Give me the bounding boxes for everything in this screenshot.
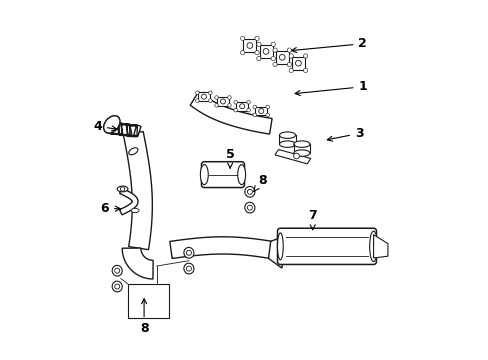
Circle shape	[186, 250, 191, 255]
Text: 6: 6	[100, 202, 120, 215]
Circle shape	[246, 100, 250, 104]
Ellipse shape	[279, 141, 295, 147]
Circle shape	[288, 68, 293, 72]
Circle shape	[115, 284, 120, 289]
Ellipse shape	[369, 231, 377, 262]
Circle shape	[195, 99, 199, 102]
Ellipse shape	[200, 165, 208, 185]
Circle shape	[254, 50, 259, 55]
Circle shape	[256, 42, 261, 46]
FancyBboxPatch shape	[255, 107, 267, 115]
Ellipse shape	[128, 148, 138, 155]
Circle shape	[286, 62, 291, 67]
Polygon shape	[268, 235, 285, 268]
Circle shape	[233, 100, 237, 104]
Circle shape	[270, 57, 275, 61]
Ellipse shape	[103, 116, 120, 133]
Ellipse shape	[293, 141, 309, 147]
Ellipse shape	[183, 263, 194, 274]
FancyBboxPatch shape	[243, 39, 256, 52]
Ellipse shape	[293, 150, 309, 156]
Circle shape	[195, 91, 199, 95]
Circle shape	[220, 99, 225, 104]
Ellipse shape	[131, 208, 139, 213]
Circle shape	[201, 94, 206, 99]
Circle shape	[270, 42, 275, 46]
Circle shape	[208, 91, 212, 95]
Circle shape	[247, 205, 252, 210]
Text: 3: 3	[326, 127, 363, 141]
Circle shape	[240, 36, 244, 41]
Polygon shape	[123, 131, 152, 250]
Polygon shape	[169, 237, 283, 260]
FancyBboxPatch shape	[259, 45, 272, 58]
Circle shape	[120, 187, 124, 191]
Circle shape	[286, 48, 291, 52]
FancyBboxPatch shape	[197, 93, 209, 101]
Circle shape	[252, 113, 256, 117]
Ellipse shape	[183, 247, 194, 258]
Ellipse shape	[279, 132, 295, 138]
Polygon shape	[190, 92, 271, 134]
Circle shape	[263, 49, 268, 54]
Circle shape	[214, 96, 218, 99]
Text: 8: 8	[253, 174, 266, 192]
FancyBboxPatch shape	[201, 162, 244, 188]
Circle shape	[293, 153, 299, 159]
Circle shape	[303, 68, 307, 72]
Circle shape	[115, 268, 120, 273]
Polygon shape	[122, 248, 153, 279]
Text: 4: 4	[93, 120, 117, 133]
Ellipse shape	[117, 186, 128, 192]
Circle shape	[208, 99, 212, 102]
Circle shape	[265, 113, 269, 117]
Text: 7: 7	[307, 210, 316, 230]
Ellipse shape	[112, 265, 122, 276]
FancyBboxPatch shape	[277, 228, 376, 265]
Circle shape	[240, 50, 244, 55]
Circle shape	[254, 36, 259, 41]
Circle shape	[227, 96, 231, 99]
Circle shape	[227, 104, 231, 107]
Circle shape	[246, 42, 252, 48]
FancyBboxPatch shape	[291, 57, 304, 69]
Circle shape	[272, 62, 277, 67]
Circle shape	[247, 189, 252, 194]
Text: 2: 2	[291, 37, 366, 53]
Polygon shape	[119, 188, 138, 215]
Circle shape	[239, 104, 244, 109]
FancyBboxPatch shape	[236, 102, 248, 111]
FancyBboxPatch shape	[275, 51, 288, 64]
Circle shape	[265, 105, 269, 109]
Ellipse shape	[244, 202, 254, 213]
Text: 1: 1	[295, 80, 366, 95]
Circle shape	[258, 108, 263, 113]
Circle shape	[214, 104, 218, 107]
Text: 8: 8	[140, 299, 148, 335]
Circle shape	[252, 105, 256, 109]
FancyBboxPatch shape	[128, 284, 169, 318]
Text: 5: 5	[225, 148, 234, 168]
FancyBboxPatch shape	[217, 97, 229, 106]
Circle shape	[256, 57, 261, 61]
Circle shape	[246, 108, 250, 112]
Circle shape	[295, 60, 301, 66]
Circle shape	[288, 54, 293, 58]
Circle shape	[233, 108, 237, 112]
Ellipse shape	[244, 186, 254, 197]
Circle shape	[272, 48, 277, 52]
Circle shape	[279, 54, 285, 60]
Ellipse shape	[277, 233, 283, 260]
Circle shape	[303, 54, 307, 58]
Polygon shape	[274, 149, 310, 164]
Ellipse shape	[112, 281, 122, 292]
Polygon shape	[108, 123, 141, 137]
Polygon shape	[373, 235, 387, 258]
Circle shape	[186, 266, 191, 271]
Ellipse shape	[237, 165, 245, 185]
